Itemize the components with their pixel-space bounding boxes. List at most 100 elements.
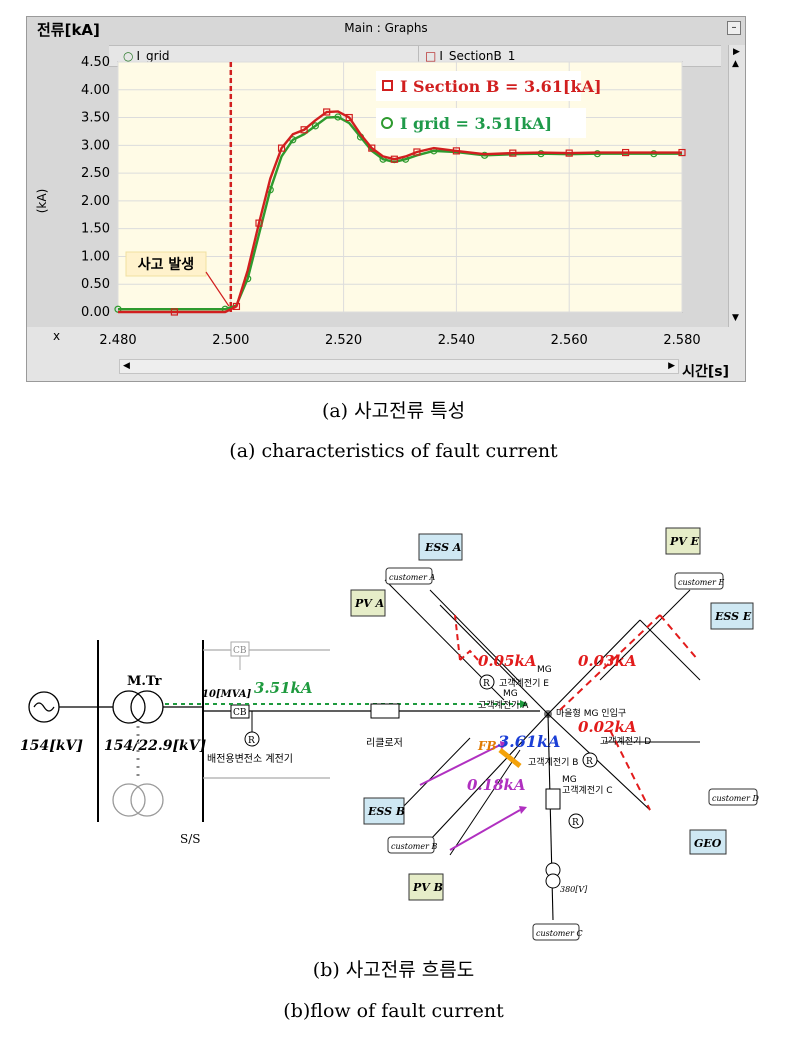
svg-text:PV A: PV A (354, 597, 385, 610)
horizontal-scrollbar[interactable]: ◀ ▶ (119, 359, 679, 374)
svg-text:고객계전기 E: 고객계전기 E (499, 677, 549, 689)
x-tick-label: 2.500 (212, 333, 249, 348)
window-titlebar: 전류[kA] Main : Graphs – (27, 17, 745, 39)
transformer-label: M.Tr (127, 674, 162, 689)
grid-annotation: I grid = 3.51[kA] (400, 114, 552, 133)
legend-label-i-grid: I_grid (136, 49, 170, 63)
main-transformer-icon (112, 690, 164, 724)
branch-b-current: 0.18kA (467, 776, 526, 794)
y-tick-label: 2.50 (81, 166, 110, 181)
svg-text:GEO: GEO (694, 837, 722, 850)
svg-text:R: R (586, 757, 593, 767)
svg-text:customer A: customer A (389, 573, 435, 582)
customer-d-node (708, 788, 758, 806)
svg-text:고객계전기 C: 고객계전기 C (562, 784, 613, 796)
series-line-i-sectionb-1 (118, 110, 682, 314)
svg-text:customer C: customer C (536, 929, 583, 938)
transformer-ratio-label: 154/22.9[kV] (104, 738, 207, 754)
scroll-down-arrow-icon[interactable]: ▼ (732, 313, 739, 323)
data-point (323, 108, 331, 116)
branch-e-current: 0.03kA (578, 652, 637, 670)
legend-label-i-sectionb: I_SectionB_1 (439, 49, 516, 63)
sine-wave-icon (33, 702, 55, 712)
substation-relay-label: 배전용변전소 계전기 (207, 753, 293, 765)
branch-b-current-flow (419, 744, 501, 786)
svg-text:ESS E: ESS E (714, 610, 752, 623)
legend-tab-i-grid[interactable]: ○ I_grid (119, 46, 419, 66)
fault-flow-diagram: 154[kV] M.Tr 154/22.9[kV] CB 10[MVA] CB … (20, 527, 759, 941)
svg-text:MG: MG (562, 775, 577, 785)
data-point (678, 148, 686, 157)
circle-marker-icon (381, 117, 393, 129)
caption-b-english: (b)flow of fault current (283, 1000, 504, 1022)
svg-text:MG: MG (537, 665, 552, 675)
minimize-button[interactable]: – (727, 21, 741, 35)
grid-annotation-bg (376, 108, 586, 138)
square-marker-icon (382, 80, 393, 91)
grid-current-value: 3.51kA (254, 679, 313, 697)
svg-text:380[V]: 380[V] (560, 885, 588, 894)
scroll-up-arrow-icon[interactable]: ▲ (732, 59, 739, 69)
svg-text:MG: MG (503, 689, 518, 699)
scroll-right-arrow-icon[interactable]: ▶ (733, 47, 740, 57)
section-b-annotation-bg (376, 71, 581, 101)
y-tick-label: 0.00 (81, 305, 110, 320)
y-axis-title-top: 전류[kA] (37, 21, 100, 39)
fault-arrow (205, 271, 230, 307)
svg-text:ESS B: ESS B (367, 805, 405, 818)
branch-a-current-flow (459, 649, 479, 661)
svg-text:ESS A: ESS A (424, 541, 462, 554)
y-axis-label: (kA) (35, 189, 49, 214)
fault-lightning-icon (498, 748, 522, 768)
legend-tab-i-sectionb[interactable]: □ I_SectionB_1 (421, 46, 715, 66)
x-tick-label: 2.540 (438, 333, 475, 348)
cb-c (545, 788, 561, 810)
y-tick-label: 0.50 (81, 277, 110, 292)
svg-text:고객계전기 B: 고객계전기 B (528, 756, 578, 768)
ess-e-node (710, 602, 754, 630)
caption-b-korean: (b) 사고전류 흐름도 (312, 959, 475, 981)
data-point (277, 144, 286, 152)
svg-text:PV B: PV B (412, 881, 443, 894)
vertical-scrollbar[interactable]: ▶ ▲ ▼ (728, 45, 745, 327)
chart: 0.00 0.50 1.00 1.50 2.00 2.50 3.00 3.50 4.00 4.50… (35, 55, 701, 348)
svg-text:CB: CB (233, 646, 247, 656)
svg-text:고객계전기 D: 고객계전기 D (600, 735, 651, 747)
y-tick-label: 3.50 (81, 111, 110, 126)
y-tick-label: 1.50 (81, 222, 110, 237)
svg-text:PV E: PV E (669, 535, 700, 548)
data-point (509, 149, 517, 157)
customer-a-node (385, 567, 433, 585)
scroll-right-arrow-icon[interactable]: ▶ (668, 361, 675, 371)
caption-a-korean: (a) 사고전류 특성 (321, 400, 466, 422)
geo-node (689, 829, 727, 855)
data-point (413, 148, 421, 156)
x-tick-label: 2.560 (551, 333, 588, 348)
square-marker-icon: □ (425, 49, 437, 63)
transformer-c-icon (545, 862, 561, 889)
pv-b-node (408, 873, 444, 901)
pv-a-node (350, 589, 386, 617)
fault-point-label: FB (477, 739, 497, 753)
data-point (368, 144, 376, 152)
scroll-left-arrow-icon[interactable]: ◀ (123, 361, 130, 371)
fault-label: 사고 발생 (138, 256, 194, 273)
data-point (621, 148, 630, 157)
substation-label: S/S (180, 832, 200, 846)
branch-a-current: 0.05kA (478, 652, 537, 670)
section-b-annotation: I Section B = 3.61[kA] (400, 77, 602, 96)
svg-text:R: R (248, 736, 255, 746)
plot-area (117, 61, 683, 313)
x-tick-label: 2.480 (99, 333, 136, 348)
x-axis-title: 시간[s] (682, 364, 729, 380)
svg-text:R: R (572, 818, 579, 828)
x-marker-label: x (53, 329, 61, 343)
svg-text:customer B: customer B (391, 842, 437, 851)
y-tick-label: 2.00 (81, 194, 110, 209)
recloser-icon (370, 703, 400, 719)
svg-text:customer D: customer D (712, 794, 759, 803)
window-title: Main : Graphs (344, 21, 428, 35)
svg-text:R: R (483, 679, 490, 689)
data-point (481, 151, 489, 159)
data-point (334, 113, 342, 121)
